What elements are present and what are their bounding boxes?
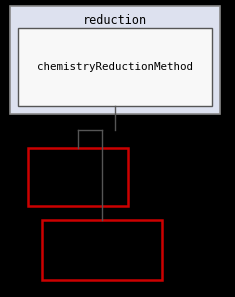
Text: chemistryReductionMethod: chemistryReductionMethod (37, 62, 193, 72)
Bar (18, 28, 212, 106)
Bar (10, 6, 220, 114)
Bar (42, 220, 162, 280)
Text: reduction: reduction (83, 13, 147, 26)
Bar (28, 148, 128, 206)
